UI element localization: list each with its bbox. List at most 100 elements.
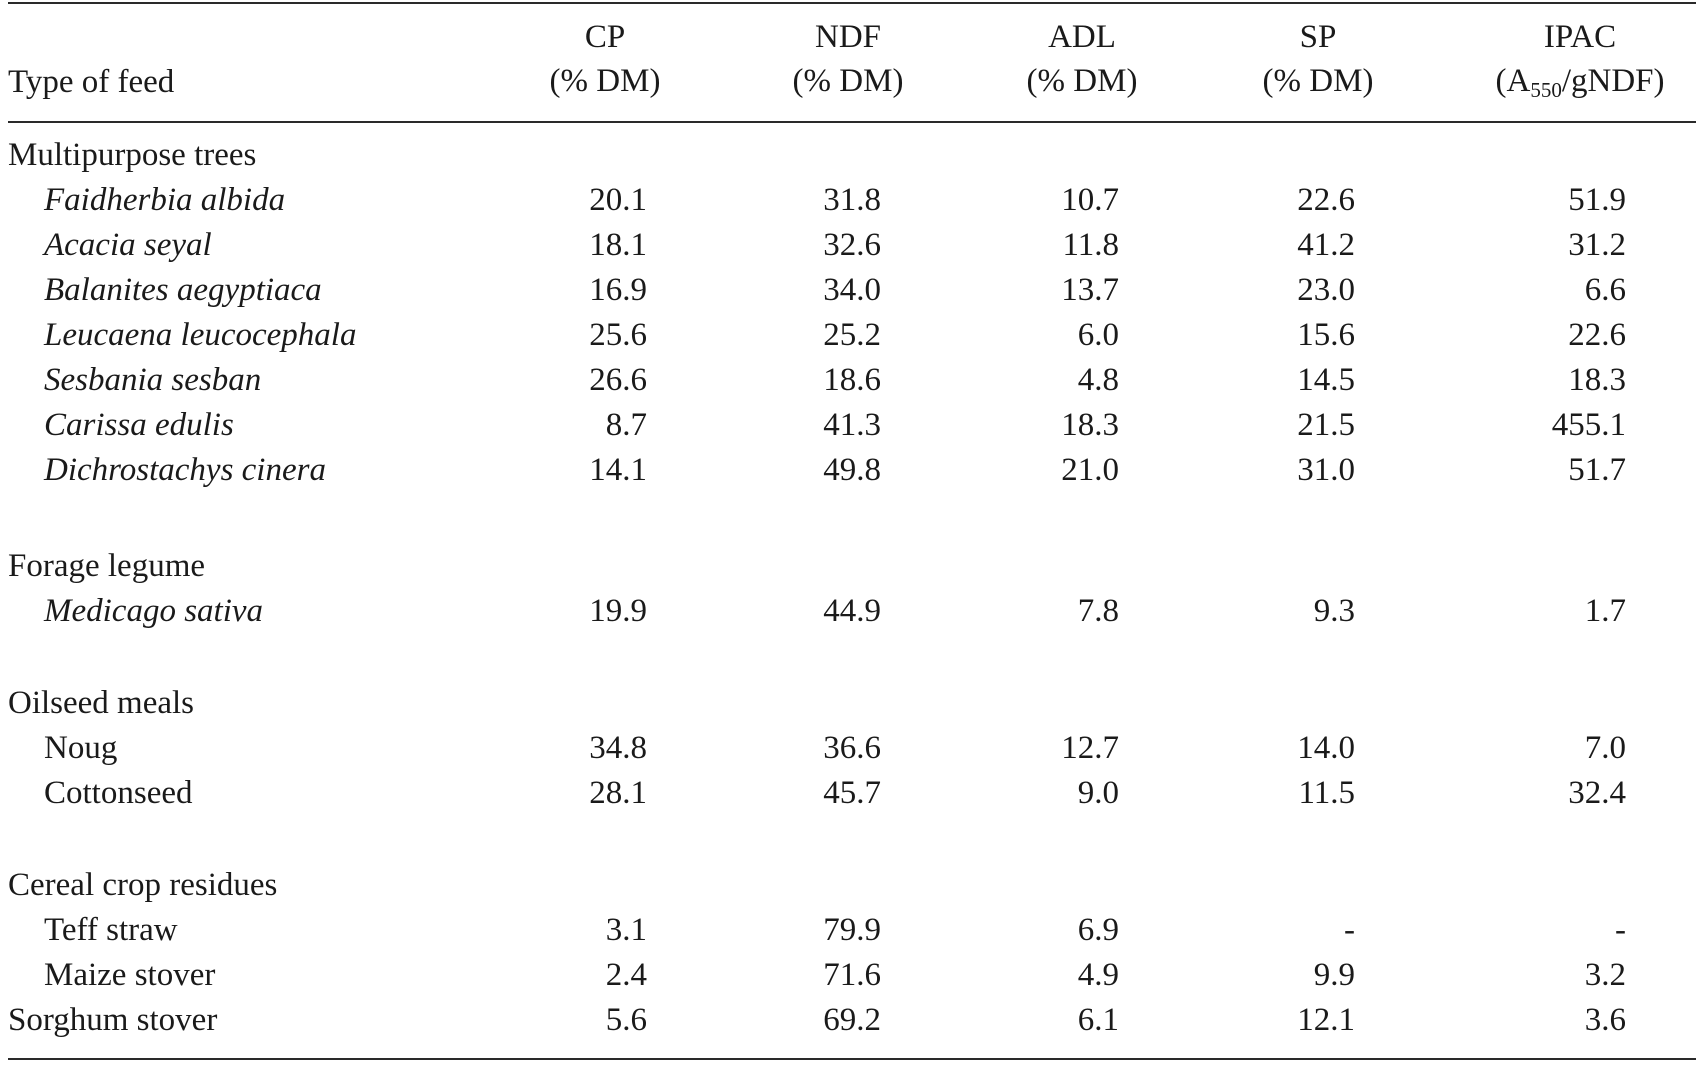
ipac-value: 6.6	[1584, 272, 1626, 308]
sp-value: 15.6	[1297, 317, 1355, 353]
cp-value: 8.7	[605, 407, 647, 443]
ipac-value: 3.6	[1584, 1002, 1626, 1038]
header-ndf-line2: (% DM)	[792, 63, 904, 99]
ndf-value: 36.6	[823, 730, 881, 766]
cp-value: 20.1	[589, 182, 647, 218]
ipac-value: 3.2	[1584, 957, 1626, 993]
table-row: Faidherbia albida 20.1 31.8 10.7 22.6 51.9	[0, 178, 1698, 222]
sp-value: 23.0	[1297, 272, 1355, 308]
header-sp: SP (% DM)	[1248, 15, 1388, 103]
feed-name: Dichrostachys cinera	[44, 452, 326, 488]
feed-name: Forage legume	[8, 548, 206, 584]
table-row: Dichrostachys cinera 14.1 49.8 21.0 31.0 51.7	[0, 448, 1698, 492]
feed-name: Maize stover	[44, 957, 216, 993]
sp-value: 22.6	[1297, 182, 1355, 218]
header-adl-line1: ADL	[1048, 19, 1116, 55]
header-ipac-sub: 550	[1530, 78, 1562, 102]
feed-name: Balanites aegyptiaca	[44, 272, 322, 308]
ipac-value: 1.7	[1584, 593, 1626, 629]
table-row: Maize stover 2.4 71.6 4.9 9.9 3.2	[0, 953, 1698, 997]
ipac-value: 31.2	[1568, 227, 1626, 263]
ipac-value: 51.9	[1568, 182, 1626, 218]
table-row: Balanites aegyptiaca 16.9 34.0 13.7 23.0 6.6	[0, 268, 1698, 312]
feed-name: Cereal crop residues	[8, 867, 278, 903]
feed-name: Medicago sativa	[44, 593, 264, 629]
cp-value: 28.1	[589, 775, 647, 811]
table-row: Cottonseed 28.1 45.7 9.0 11.5 32.4	[0, 771, 1698, 815]
group-heading-row: Oilseed meals	[0, 681, 1698, 725]
header-ipac-line2: (A550/gNDF)	[1470, 59, 1690, 103]
ipac-value: 32.4	[1568, 775, 1626, 811]
sp-value: 41.2	[1297, 227, 1355, 263]
cp-value: 18.1	[589, 227, 647, 263]
ipac-value: 18.3	[1568, 362, 1626, 398]
adl-value: 12.7	[1061, 730, 1119, 766]
header-ndf-line1: NDF	[814, 19, 882, 55]
ndf-value: 69.2	[823, 1002, 881, 1038]
cp-value: 16.9	[589, 272, 647, 308]
adl-value: 6.9	[1077, 912, 1119, 948]
adl-value: 6.0	[1077, 317, 1119, 353]
top-rule	[8, 2, 1696, 4]
feed-name: Faidherbia albida	[44, 182, 286, 218]
table-row: Acacia seyal 18.1 32.6 11.8 41.2 31.2	[0, 223, 1698, 267]
ndf-value: 25.2	[823, 317, 881, 353]
header-cp-line1: CP	[584, 19, 626, 55]
ndf-value: 45.7	[823, 775, 881, 811]
feed-name: Multipurpose trees	[8, 137, 257, 173]
header-type-of-feed: Type of feed	[8, 64, 175, 100]
cp-value: 5.6	[605, 1002, 647, 1038]
ndf-value: 32.6	[823, 227, 881, 263]
ipac-value: -	[1615, 912, 1626, 948]
group-heading-row: Cereal crop residues	[0, 863, 1698, 907]
ndf-value: 31.8	[823, 182, 881, 218]
table-row: Noug 34.8 36.6 12.7 14.0 7.0	[0, 726, 1698, 770]
adl-value: 13.7	[1061, 272, 1119, 308]
header-ipac: IPAC (A550/gNDF)	[1470, 15, 1690, 103]
ipac-value: 455.1	[1551, 407, 1626, 443]
adl-value: 18.3	[1061, 407, 1119, 443]
adl-value: 6.1	[1077, 1002, 1119, 1038]
feed-name: Carissa edulis	[44, 407, 234, 443]
header-sp-line1: SP	[1299, 19, 1337, 55]
table-row: Teff straw 3.1 79.9 6.9 - -	[0, 908, 1698, 952]
feed-name: Acacia seyal	[44, 227, 212, 263]
ndf-value: 79.9	[823, 912, 881, 948]
adl-value: 4.8	[1077, 362, 1119, 398]
header-sp-line2: (% DM)	[1262, 63, 1374, 99]
feed-name: Sorghum stover	[8, 1002, 218, 1038]
ndf-value: 49.8	[823, 452, 881, 488]
adl-value: 21.0	[1061, 452, 1119, 488]
sp-value: 11.5	[1298, 775, 1355, 811]
table-row: Sorghum stover 5.6 69.2 6.1 12.1 3.6	[0, 998, 1698, 1042]
ipac-value: 51.7	[1568, 452, 1626, 488]
table-row: Medicago sativa 19.9 44.9 7.8 9.3 1.7	[0, 589, 1698, 633]
group-heading-row: Multipurpose trees	[0, 133, 1698, 177]
ndf-value: 34.0	[823, 272, 881, 308]
header-adl: ADL (% DM)	[1012, 15, 1152, 103]
ndf-value: 71.6	[823, 957, 881, 993]
cp-value: 25.6	[589, 317, 647, 353]
cp-value: 34.8	[589, 730, 647, 766]
sp-value: 31.0	[1297, 452, 1355, 488]
adl-value: 4.9	[1077, 957, 1119, 993]
table-row: Sesbania sesban 26.6 18.6 4.8 14.5 18.3	[0, 358, 1698, 402]
ipac-value: 22.6	[1568, 317, 1626, 353]
adl-value: 7.8	[1077, 593, 1119, 629]
header-adl-line2: (% DM)	[1026, 63, 1138, 99]
header-ipac-post: /gNDF)	[1561, 63, 1665, 99]
cp-value: 19.9	[589, 593, 647, 629]
cp-value: 3.1	[605, 912, 647, 948]
ndf-value: 18.6	[823, 362, 881, 398]
sp-value: 9.9	[1313, 957, 1355, 993]
sp-value: 14.5	[1297, 362, 1355, 398]
header-cp: CP (% DM)	[535, 15, 675, 103]
sp-value: 21.5	[1297, 407, 1355, 443]
header-ipac-pre: (A	[1495, 63, 1531, 99]
feed-name: Sesbania sesban	[44, 362, 262, 398]
header-cp-line2: (% DM)	[549, 63, 661, 99]
feed-name: Oilseed meals	[8, 685, 195, 721]
group-heading-row: Forage legume	[0, 544, 1698, 588]
feed-name: Leucaena leucocephala	[44, 317, 357, 353]
